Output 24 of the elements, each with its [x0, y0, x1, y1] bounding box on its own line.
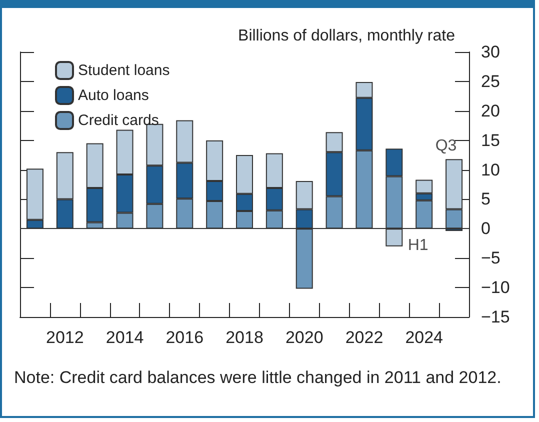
y-tick-label: −15 [481, 308, 510, 326]
x-tick-label: 2014 [106, 328, 144, 347]
x-tick-label: 2018 [226, 328, 264, 347]
text: Note: Credit card balances were little changed in 2011 and 2012. [14, 368, 502, 388]
x-tick-label: 2024 [405, 328, 444, 347]
y-tick-label: 20 [481, 101, 500, 120]
y-tick-label: 10 [481, 160, 500, 180]
y-axis-title: Billions of dollars, monthly rate [238, 28, 456, 44]
y-tick-label: 25 [481, 72, 500, 91]
y-tick-label: 5 [481, 190, 490, 209]
annotation: Q3 [435, 138, 457, 155]
x-tick-label: 2022 [345, 328, 384, 347]
x-tick-label: 2012 [46, 328, 84, 347]
annotation: H1 [408, 237, 428, 254]
legend-label: Auto loans [78, 87, 149, 104]
y-tick-label: −10 [481, 278, 510, 298]
x-tick-label: 2020 [285, 328, 324, 347]
x-tick-label: 2016 [166, 328, 204, 347]
legend-label: Student loans [78, 62, 170, 79]
y-tick-label: 0 [481, 219, 490, 238]
y-tick-label: −5 [481, 248, 500, 268]
y-tick-label: 15 [481, 130, 500, 150]
legend-label: Credit cards [78, 112, 159, 129]
y-tick-label: 30 [481, 42, 500, 62]
